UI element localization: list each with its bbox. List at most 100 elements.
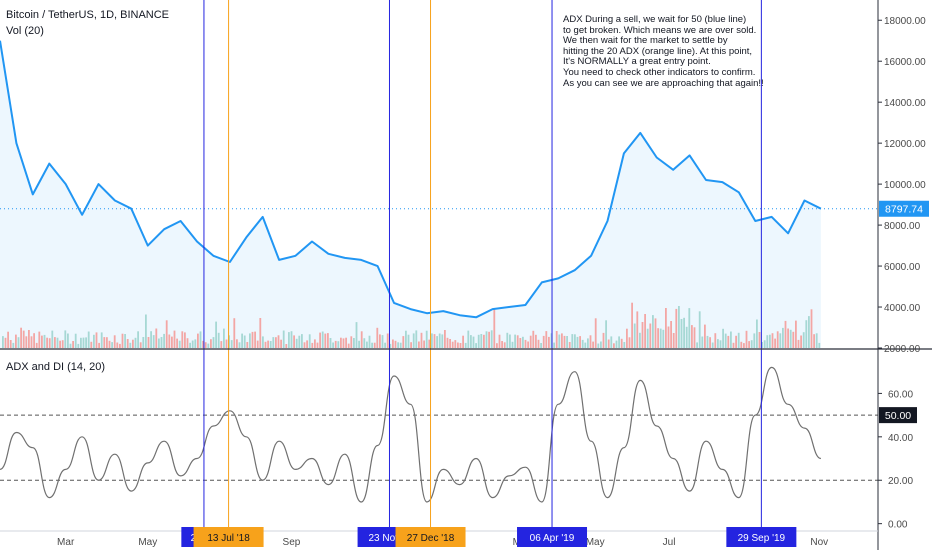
volume-bar: [152, 335, 155, 348]
volume-bar: [615, 340, 618, 348]
annotation-text: ADX During a sell, we wait for 50 (blue …: [563, 14, 773, 89]
volume-bar: [308, 334, 311, 348]
price-tick-label: 4000.00: [884, 303, 921, 314]
volume-bar: [441, 334, 444, 348]
volume-bar: [355, 322, 358, 348]
volume-bar: [137, 331, 139, 348]
volume-bar: [366, 341, 368, 348]
volume-bar: [290, 331, 293, 348]
volume-bar: [184, 332, 186, 348]
volume-bar: [332, 342, 334, 348]
volume-bar: [59, 340, 61, 348]
volume-bar: [524, 339, 527, 348]
volume-bar: [233, 318, 236, 348]
volume-bar: [220, 341, 223, 348]
volume-bar: [69, 343, 72, 348]
volume-bar: [202, 340, 204, 348]
volume-bar: [194, 339, 197, 348]
price-tick-label: 12000.00: [884, 139, 926, 150]
volume-bar: [142, 337, 145, 348]
volume-bar: [498, 334, 501, 348]
volume-bar: [402, 336, 405, 348]
volume-bar: [363, 338, 366, 348]
volume-bar: [345, 337, 347, 348]
volume-bar: [756, 319, 758, 348]
volume-bar: [462, 335, 464, 348]
volume-bar: [38, 331, 41, 348]
volume-bar: [446, 337, 449, 348]
volume-bar: [808, 316, 810, 348]
volume-bar: [223, 328, 225, 348]
volume-bar: [449, 339, 451, 348]
indicator-legend: ADX and DI (14, 20): [6, 361, 106, 373]
volume-bar: [483, 334, 485, 348]
volume-bar: [303, 342, 306, 348]
volume-bar: [745, 330, 748, 348]
volume-bar: [735, 335, 737, 348]
volume-bar: [35, 342, 38, 348]
volume-bar: [17, 337, 20, 348]
volume-bar: [301, 334, 303, 348]
volume-bar: [509, 334, 511, 348]
volume-bar: [516, 335, 519, 348]
volume-bar: [316, 342, 319, 348]
volume-bar: [779, 333, 782, 348]
volume-bar: [722, 328, 724, 348]
volume-bar: [644, 314, 646, 348]
volume-bar: [124, 334, 126, 348]
volume-bar: [787, 328, 789, 348]
volume-bar: [204, 342, 207, 348]
volume-bar: [311, 342, 314, 348]
volume-bar: [457, 342, 459, 348]
price-tick-label: 10000.00: [884, 180, 926, 191]
volume-bar: [61, 340, 64, 348]
volume-bar: [732, 342, 735, 348]
adx-line: [0, 366, 822, 503]
volume-bar: [132, 339, 134, 348]
volume-bar: [652, 315, 654, 348]
annotation-line: hitting the 20 ADX (orange line). At thi…: [563, 45, 753, 57]
volume-bar: [7, 331, 9, 348]
volume-bar: [20, 327, 22, 348]
price-tick-label: 14000.00: [884, 98, 926, 109]
volume-bar: [527, 341, 529, 348]
volume-bar: [701, 336, 704, 348]
volume-bar: [488, 331, 490, 348]
volume-bar: [584, 342, 587, 348]
volume-bar: [337, 341, 340, 348]
volume-bar: [639, 332, 641, 348]
volume-bar: [241, 333, 243, 348]
volume-bar: [626, 328, 628, 348]
volume-bar: [501, 341, 503, 348]
volume-bar: [815, 333, 818, 348]
volume-bar: [207, 343, 210, 348]
volume-bar: [165, 320, 168, 348]
volume-bar: [347, 343, 350, 348]
volume-bar: [74, 333, 77, 348]
volume-bar: [438, 333, 441, 348]
volume-bar: [810, 309, 813, 348]
volume-bar: [256, 340, 259, 348]
volume-bar: [12, 342, 15, 348]
volume-bar: [506, 332, 509, 348]
time-tick-label: Nov: [810, 537, 828, 548]
volume-bar: [594, 318, 597, 348]
volume-bar: [25, 336, 28, 348]
volume-bar: [774, 338, 776, 348]
marker-badge: [726, 527, 797, 547]
volume-bar: [246, 342, 249, 348]
volume-bar: [210, 339, 212, 348]
volume-bar: [342, 338, 345, 348]
volume-bar: [600, 341, 602, 348]
volume-bar: [379, 334, 381, 348]
volume-bar: [454, 340, 457, 348]
volume-bar: [776, 331, 779, 348]
volume-bar: [470, 335, 472, 348]
level-badge: [879, 407, 917, 424]
volume-bar: [358, 340, 360, 348]
volume-bar: [602, 332, 605, 348]
volume-bar: [444, 330, 446, 348]
volume-bar: [555, 331, 558, 348]
